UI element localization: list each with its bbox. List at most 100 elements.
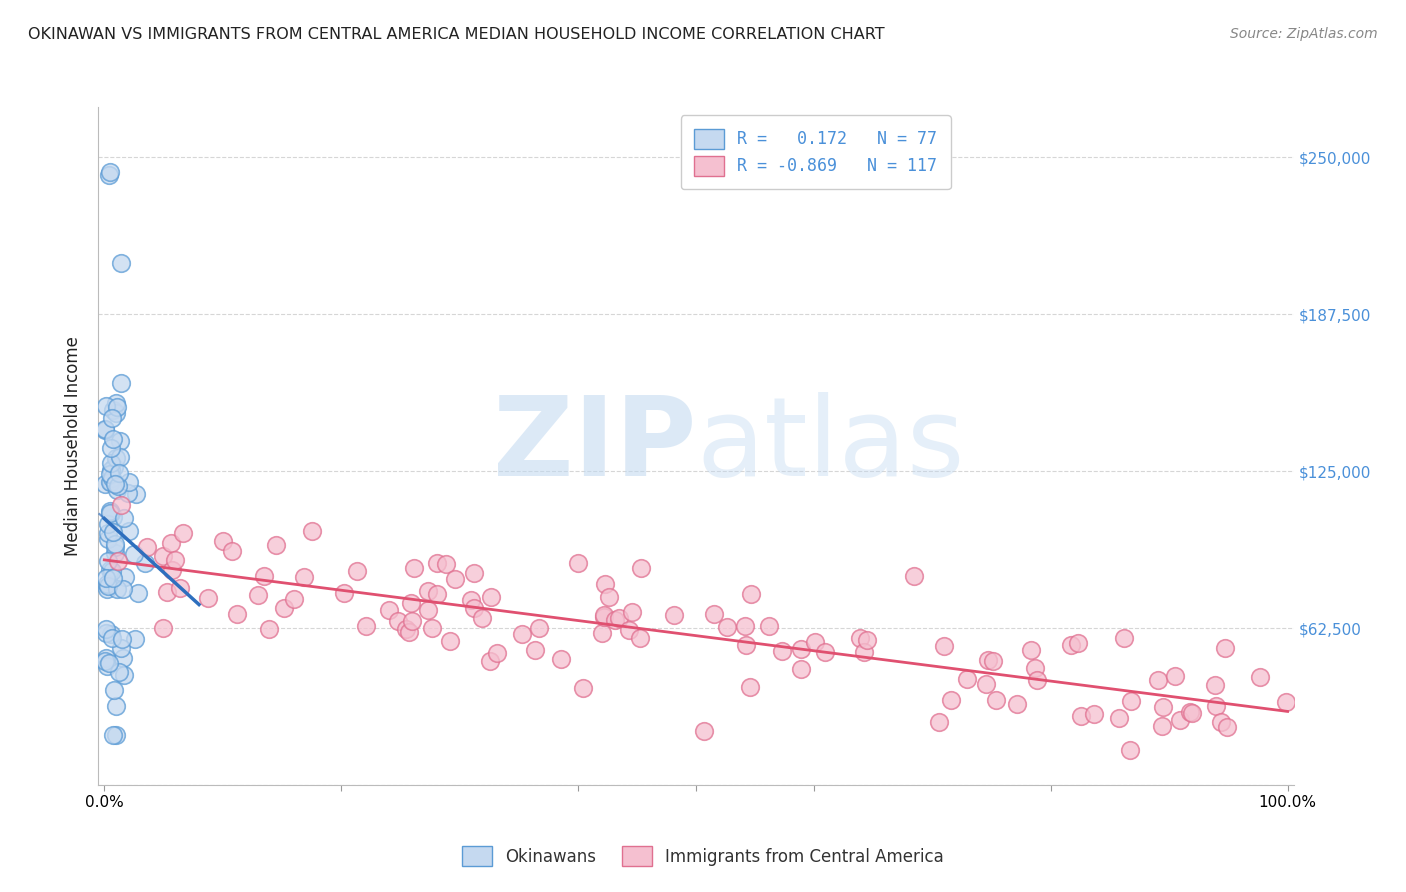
Point	[96, 571, 118, 585]
Point	[662, 608, 685, 623]
Point	[257, 622, 280, 636]
Point	[804, 635, 827, 649]
Point	[404, 561, 426, 575]
Point	[1024, 661, 1046, 675]
Point	[630, 561, 652, 575]
Point	[928, 715, 950, 730]
Point	[1005, 697, 1028, 711]
Point	[692, 723, 714, 738]
Point	[197, 591, 219, 605]
Point	[97, 579, 120, 593]
Point	[740, 587, 762, 601]
Point	[524, 643, 547, 657]
Point	[398, 625, 420, 640]
Point	[163, 553, 186, 567]
Point	[1150, 719, 1173, 733]
Point	[814, 645, 837, 659]
Point	[770, 644, 793, 658]
Point	[108, 450, 131, 465]
Point	[377, 603, 399, 617]
Point	[105, 728, 128, 742]
Point	[105, 406, 128, 420]
Point	[734, 638, 756, 652]
Point	[273, 601, 295, 615]
Point	[103, 728, 125, 742]
Point	[790, 662, 813, 676]
Point	[152, 622, 174, 636]
Point	[127, 586, 149, 600]
Point	[292, 570, 315, 584]
Point	[716, 620, 738, 634]
Point	[172, 526, 194, 541]
Point	[471, 611, 494, 625]
Y-axis label: Median Household Income: Median Household Income	[65, 336, 83, 556]
Point	[1083, 706, 1105, 721]
Point	[591, 626, 613, 640]
Point	[1070, 708, 1092, 723]
Point	[416, 603, 439, 617]
Point	[1181, 706, 1204, 721]
Point	[96, 576, 118, 591]
Point	[1249, 670, 1271, 684]
Point	[956, 672, 979, 686]
Point	[98, 504, 121, 518]
Point	[510, 627, 533, 641]
Point	[117, 486, 139, 500]
Point	[96, 582, 118, 596]
Point	[593, 608, 616, 623]
Point	[100, 441, 122, 455]
Point	[117, 524, 139, 538]
Point	[853, 645, 876, 659]
Point	[134, 557, 156, 571]
Point	[463, 601, 485, 615]
Point	[100, 456, 122, 470]
Point	[593, 576, 616, 591]
Point	[112, 668, 135, 682]
Point	[416, 583, 439, 598]
Point	[105, 483, 128, 497]
Point	[789, 642, 811, 657]
Point	[97, 526, 120, 541]
Point	[104, 396, 127, 410]
Text: atlas: atlas	[696, 392, 965, 500]
Point	[301, 524, 323, 538]
Point	[101, 410, 124, 425]
Point	[607, 611, 630, 625]
Point	[1168, 714, 1191, 728]
Point	[110, 376, 132, 391]
Point	[1019, 642, 1042, 657]
Point	[94, 625, 117, 640]
Point	[572, 681, 595, 695]
Point	[420, 621, 443, 635]
Point	[103, 460, 125, 475]
Point	[1209, 715, 1232, 730]
Point	[98, 507, 121, 521]
Point	[104, 476, 127, 491]
Point	[93, 477, 115, 491]
Point	[1205, 699, 1227, 714]
Point	[246, 588, 269, 602]
Point	[1025, 673, 1047, 687]
Point	[703, 607, 725, 621]
Point	[94, 423, 117, 437]
Point	[101, 509, 124, 524]
Point	[118, 475, 141, 489]
Point	[94, 422, 117, 436]
Point	[550, 652, 572, 666]
Point	[110, 256, 132, 270]
Point	[101, 571, 124, 585]
Point	[605, 614, 627, 628]
Point	[94, 399, 117, 413]
Point	[486, 647, 509, 661]
Point	[105, 582, 128, 597]
Point	[1163, 669, 1185, 683]
Point	[617, 624, 640, 638]
Point	[434, 557, 457, 571]
Point	[104, 541, 127, 555]
Point	[110, 498, 132, 512]
Point	[479, 654, 502, 668]
Point	[160, 563, 183, 577]
Point	[332, 586, 354, 600]
Point	[112, 510, 135, 524]
Point	[124, 632, 146, 647]
